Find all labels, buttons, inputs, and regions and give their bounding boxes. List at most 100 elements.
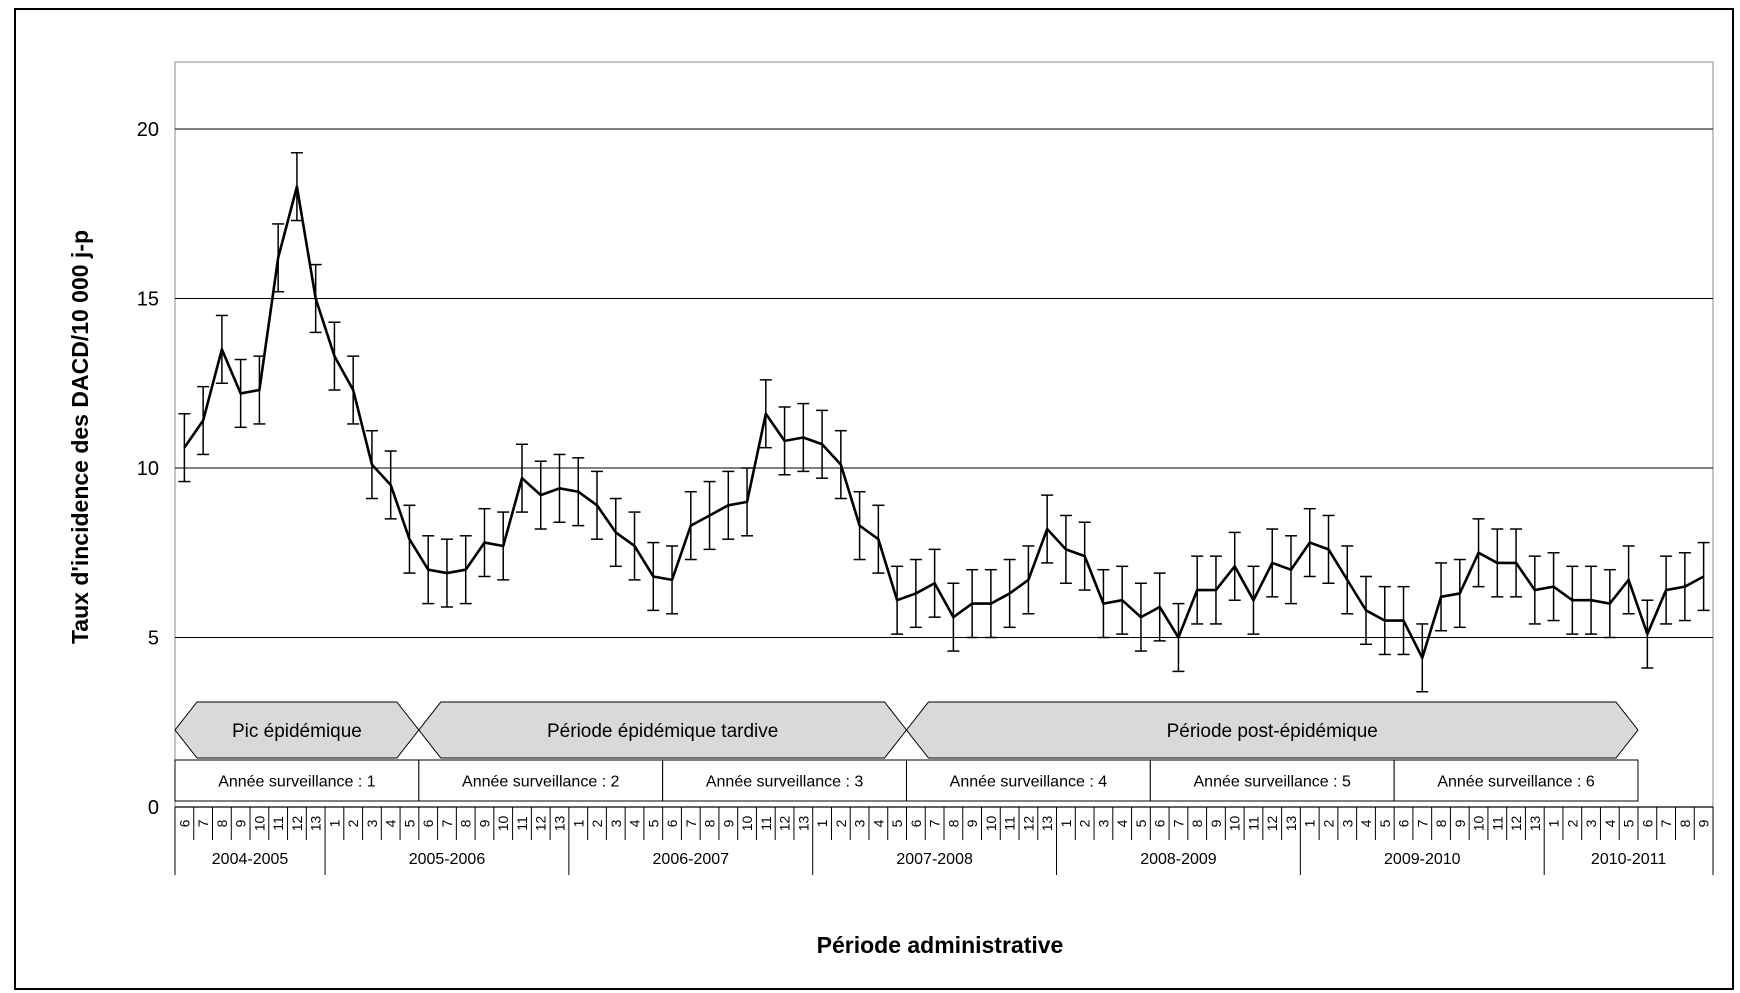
period-label: 2 [589,819,605,827]
data-point [1046,528,1048,530]
period-label: 4 [383,819,399,827]
data-point [877,538,880,540]
period-label: 3 [608,819,624,827]
period-label: 2 [833,819,849,827]
period-label: 7 [1170,819,1186,827]
data-point [446,572,448,574]
period-label: 2 [345,819,361,827]
data-point [221,348,223,351]
data-point [1196,589,1199,591]
period-label: 2 [1077,819,1093,827]
period-label: 5 [889,819,905,827]
data-point [1402,619,1405,622]
period-label: 1 [814,819,830,827]
period-label: 5 [401,819,417,827]
period-label: 9 [1452,819,1468,827]
data-point [277,257,279,259]
data-point [746,501,748,503]
data-point [783,440,786,442]
period-label: 10 [495,816,511,832]
data-point [1290,568,1292,571]
data-point [183,446,186,449]
period-label: 7 [927,819,943,827]
period-label: 3 [852,819,868,827]
data-point [1552,585,1555,588]
series-line [183,185,1705,660]
period-label: 3 [364,819,380,827]
surveillance-box [905,759,1151,802]
data-point [689,524,692,527]
period-label: 12 [1020,816,1036,832]
year-label: 2009-2010 [1384,851,1461,868]
period-label: 9 [964,819,980,827]
data-point [483,541,486,544]
period-label: 6 [664,819,680,827]
phase-arrow [174,701,420,759]
surveillance-label: Année surveillance : 5 [1194,774,1352,791]
surveillance-label: Année surveillance : 1 [218,774,376,791]
surveillance-box [1149,759,1395,802]
data-point [915,592,917,595]
data-point [408,538,411,540]
period-label: 4 [627,819,643,827]
period-label: 13 [552,816,568,832]
data-point [1702,575,1705,578]
period-label: 1 [1302,819,1318,827]
period-label: 3 [1095,819,1111,827]
period-label: 6 [908,819,924,827]
data-point [858,524,861,527]
data-point [371,463,373,466]
period-label: 12 [289,816,305,832]
x-axis-title: Période administrative [817,932,1064,958]
data-point [821,443,823,446]
period-label: 11 [758,816,774,831]
period-label: 8 [1677,819,1693,827]
data-point [1458,592,1461,595]
surveillance-label: Année surveillance : 4 [950,774,1108,791]
data-point [1646,633,1649,635]
data-point [1177,636,1180,639]
year-label: 2010-2011 [1591,851,1666,868]
period-label: 1 [570,819,586,827]
period-label: 9 [1696,819,1712,827]
phase-arrows: Pic épidémique Période épidémique tardive… [174,701,1639,759]
data-point [314,297,317,300]
data-point [1590,599,1592,602]
year-label: 2006-2007 [653,851,730,868]
data-point [1065,548,1067,551]
data-point [614,531,617,534]
period-label: 9 [720,819,736,827]
data-point [952,616,955,618]
period-label: 10 [739,816,755,832]
period-label: 12 [1508,816,1524,832]
surveillance-label: Année surveillance : 3 [706,774,864,791]
data-point [1308,541,1311,544]
data-point [521,477,523,479]
data-point [258,389,261,391]
data-point [1215,589,1217,591]
y-axis-title: Taux d'incidence des DACD/10 000 j-p [67,230,93,644]
data-point [1421,657,1424,659]
y-tick-label: 10 [137,458,159,480]
data-point [389,484,392,486]
period-label: 1 [1546,819,1562,827]
data-point [840,463,842,466]
phase-label: Période post-épidémique [1167,721,1378,742]
data-point [202,419,204,422]
data-point [802,436,805,439]
period-label: 8 [1433,819,1449,827]
phase-arrow [418,701,908,759]
period-label: 9 [476,819,492,827]
data-point [464,568,467,571]
period-label: 11 [514,816,530,831]
data-point [1383,619,1386,622]
period-label: 9 [1208,819,1224,827]
period-label: 3 [1339,819,1355,827]
data-point [1515,562,1517,564]
data-point [1271,562,1274,564]
period-label: 11 [1489,816,1505,831]
data-point [1609,602,1611,605]
data-point [1346,579,1349,581]
